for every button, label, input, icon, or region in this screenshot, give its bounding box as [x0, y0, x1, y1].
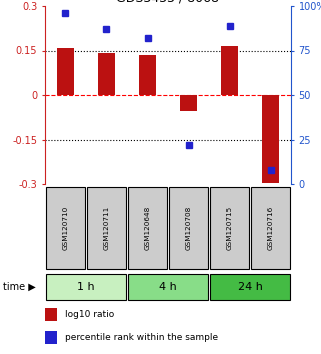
Text: percentile rank within the sample: percentile rank within the sample: [65, 333, 218, 342]
Bar: [46, 274, 126, 299]
Bar: [128, 274, 208, 299]
Bar: [210, 274, 290, 299]
Bar: [57, 47, 74, 95]
Bar: [45, 331, 57, 344]
Text: GSM120710: GSM120710: [63, 206, 68, 250]
Bar: [46, 187, 85, 269]
Text: GSM120648: GSM120648: [144, 206, 151, 250]
Text: log10 ratio: log10 ratio: [65, 310, 115, 319]
Text: 1 h: 1 h: [77, 282, 95, 292]
Bar: [87, 187, 126, 269]
Bar: [210, 187, 249, 269]
Text: GSM120711: GSM120711: [103, 206, 109, 250]
Text: 24 h: 24 h: [238, 282, 263, 292]
Title: GDS3433 / 8068: GDS3433 / 8068: [117, 0, 220, 5]
Text: 4 h: 4 h: [159, 282, 177, 292]
Text: GSM120716: GSM120716: [267, 206, 273, 250]
Bar: [139, 55, 156, 95]
Bar: [251, 187, 290, 269]
Bar: [180, 95, 197, 111]
Text: GSM120715: GSM120715: [227, 206, 232, 250]
Bar: [262, 95, 279, 183]
Bar: [128, 187, 167, 269]
Bar: [98, 53, 115, 95]
Text: GSM120708: GSM120708: [186, 206, 192, 250]
Bar: [169, 187, 208, 269]
Bar: [221, 46, 238, 95]
Text: time ▶: time ▶: [3, 282, 36, 292]
Bar: [45, 308, 57, 321]
